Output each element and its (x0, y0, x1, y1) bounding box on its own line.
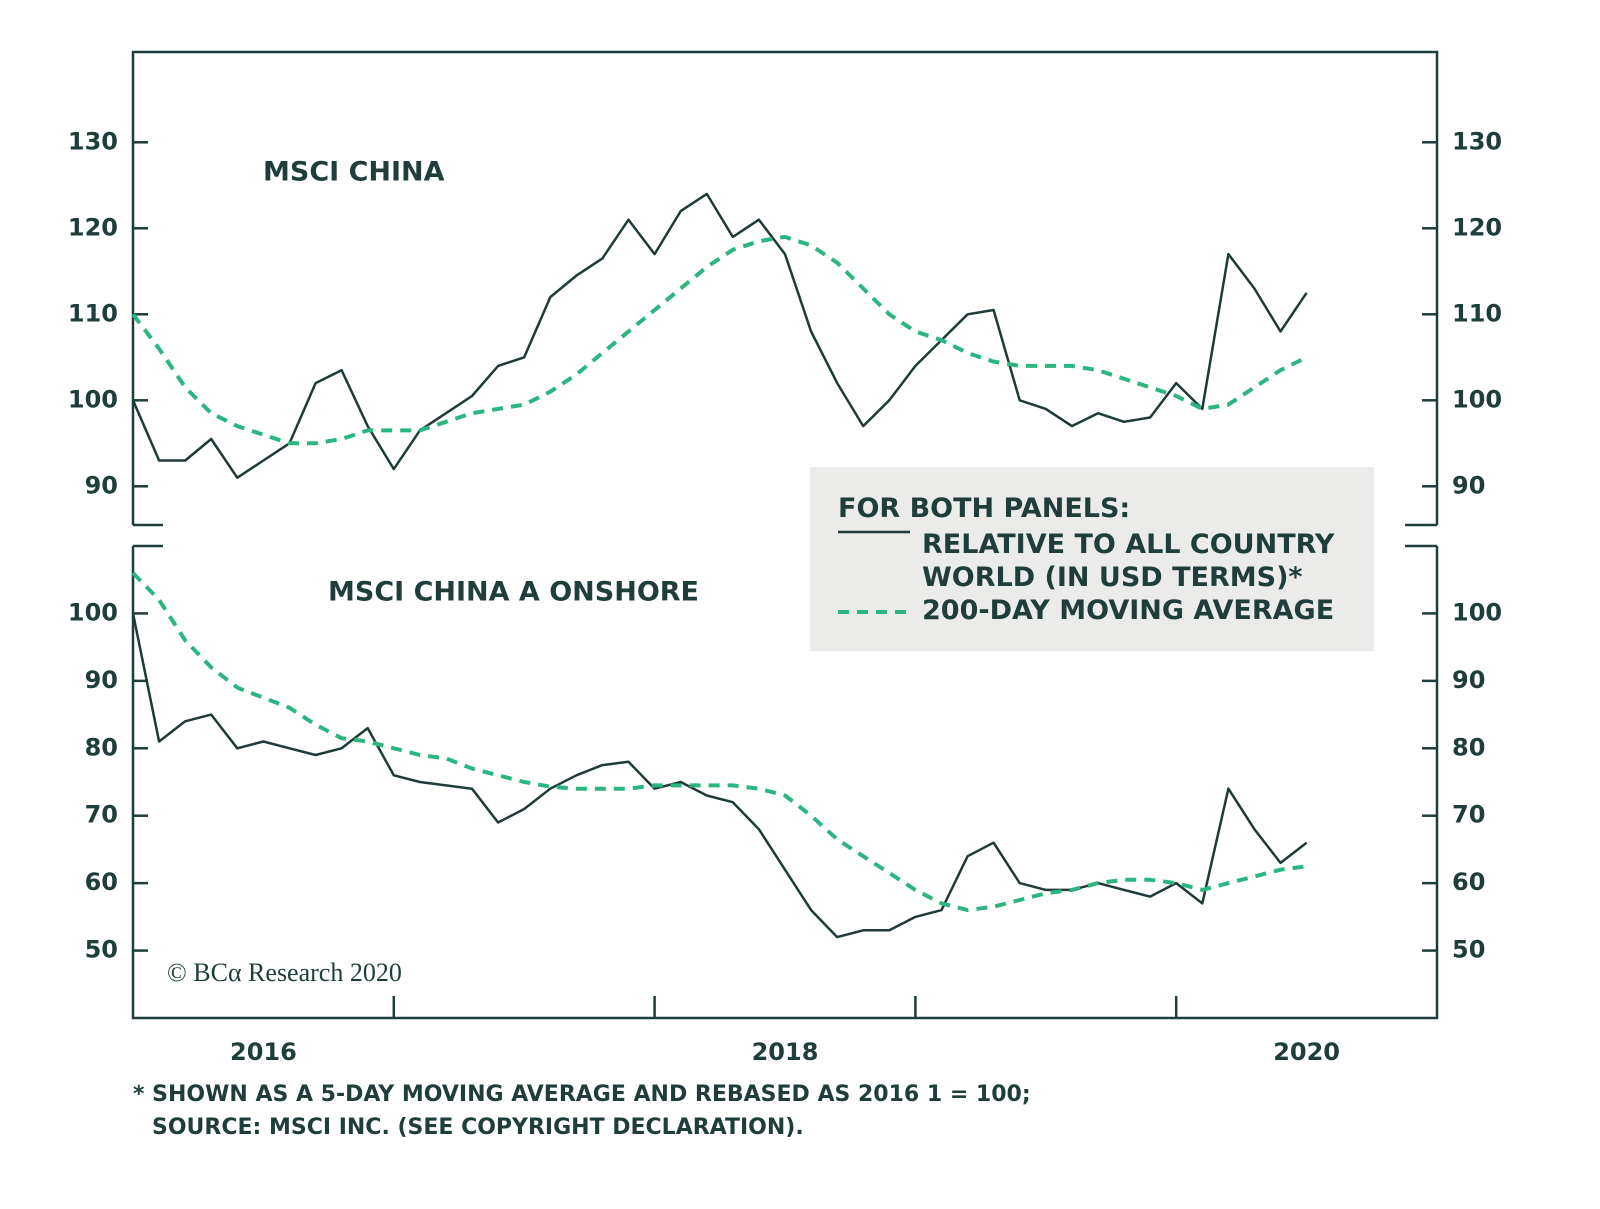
moving-average-line (131, 234, 1308, 446)
y-tick-label: 80 (1452, 733, 1485, 761)
y-tick-label: 130 (68, 127, 118, 155)
legend-entry: 200-DAY MOVING AVERAGE (838, 594, 1374, 627)
y-tick-label: 60 (1452, 868, 1485, 896)
y-tick-label: 110 (1452, 299, 1502, 327)
y-tick-label: 50 (1452, 936, 1485, 964)
y-tick-label: 100 (1452, 598, 1502, 626)
y-tick-label: 120 (1452, 213, 1502, 241)
x-tick-label: 2020 (1273, 1038, 1340, 1066)
y-tick-label: 70 (1452, 801, 1485, 829)
legend-label: 200-DAY MOVING AVERAGE (922, 595, 1335, 626)
y-tick-label: 100 (68, 598, 118, 626)
y-tick-label: 90 (85, 666, 118, 694)
y-tick-label: 120 (68, 213, 118, 241)
footnote: * SHOWN AS A 5-DAY MOVING AVERAGE AND RE… (133, 1082, 1031, 1107)
panel-title: MSCI CHINA (263, 157, 445, 188)
top-panel-frame (131, 50, 1439, 527)
bottom-panel-frame (131, 544, 1439, 1020)
y-tick-label: 60 (85, 868, 118, 896)
y-tick-label: 50 (85, 936, 118, 964)
y-tick-label: 130 (1452, 127, 1502, 155)
y-tick-label: 90 (1452, 666, 1485, 694)
moving-average-line (131, 571, 1307, 913)
relative-line (131, 613, 1308, 939)
legend-title: FOR BOTH PANELS: (838, 493, 1131, 524)
relative-line (131, 192, 1308, 479)
legend: FOR BOTH PANELS: RELATIVE TO ALL COUNTRY … (810, 467, 1374, 651)
legend-label: RELATIVE TO ALL COUNTRY WORLD (IN USD TE… (922, 529, 1335, 593)
copyright: © BCα Research 2020 (167, 958, 402, 987)
y-tick-label: 100 (1452, 385, 1502, 413)
y-tick-label: 100 (68, 385, 118, 413)
x-tick-label: 2018 (752, 1038, 819, 1066)
y-tick-label: 90 (1452, 471, 1485, 499)
legend-entry: RELATIVE TO ALL COUNTRY WORLD (IN USD TE… (838, 528, 1374, 594)
x-tick-label: 2016 (230, 1038, 297, 1066)
legend-swatch (838, 610, 910, 614)
footnote: SOURCE: MSCI INC. (SEE COPYRIGHT DECLARA… (152, 1115, 804, 1140)
panel-title: MSCI CHINA A ONSHORE (328, 577, 699, 608)
y-tick-label: 80 (85, 733, 118, 761)
y-tick-label: 70 (85, 801, 118, 829)
y-tick-label: 110 (68, 299, 118, 327)
y-tick-label: 90 (85, 471, 118, 499)
legend-swatch (838, 530, 910, 534)
